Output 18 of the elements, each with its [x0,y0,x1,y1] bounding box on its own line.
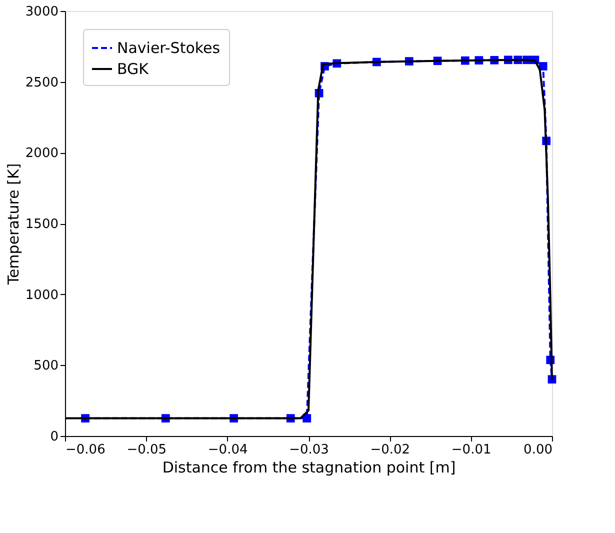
x-tick-label: −0.04 [208,442,248,458]
x-tick-label: −0.06 [66,442,106,458]
x-tick-label: −0.03 [289,442,329,458]
legend-label: Navier-Stokes [117,39,220,57]
x-tick-label: −0.01 [451,442,492,458]
x-tick-label: 0.00 [524,442,552,458]
x-tick-label: −0.05 [126,442,167,458]
x-axis-title: Distance from the stagnation point [m] [162,458,456,476]
y-tick-label: 2500 [25,75,58,90]
y-axis-title: Temperature [K] [4,163,22,286]
y-tick-label: 500 [34,358,58,374]
legend-label: BGK [117,60,150,78]
y-tick-label: 0 [50,430,58,444]
y-tick-label: 1500 [25,217,58,232]
y-tick-label: 1000 [25,288,58,303]
x-tick-label: −0.02 [370,442,410,458]
y-tick-label: 2000 [25,146,58,162]
y-tick-label: 3000 [25,4,58,20]
